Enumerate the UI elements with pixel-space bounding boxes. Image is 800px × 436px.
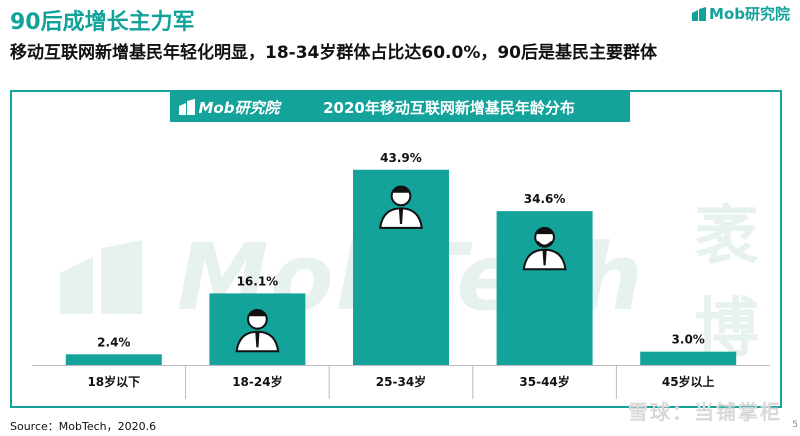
chart-header: Mob研究院 2020年移动互联网新增基民年龄分布 (170, 92, 630, 122)
brand-logo: Mob研究院 (692, 3, 790, 24)
source-note: Source：MobTech，2020.6 (10, 420, 157, 433)
chart-header-logo-text: Mob研究院 (198, 98, 280, 117)
page-title: 90后成增长主力军 (10, 10, 195, 35)
chart-panel (10, 90, 782, 408)
brand-logo-text: Mob研究院 (709, 5, 790, 23)
chart-title: 2020年移动互联网新增基民年龄分布 (323, 98, 575, 117)
page-number: 5 (792, 420, 798, 430)
page-subtitle: 移动互联网新增基民年轻化明显，18-34岁群体占比达60.0%，90后是基民主要… (10, 43, 658, 63)
logo-mark-icon (692, 6, 707, 21)
chart-header-logo: Mob研究院 (170, 92, 288, 122)
logo-mark-icon (178, 99, 195, 115)
xueqiu-watermark: 雪球：当铺掌柜 (628, 400, 782, 424)
